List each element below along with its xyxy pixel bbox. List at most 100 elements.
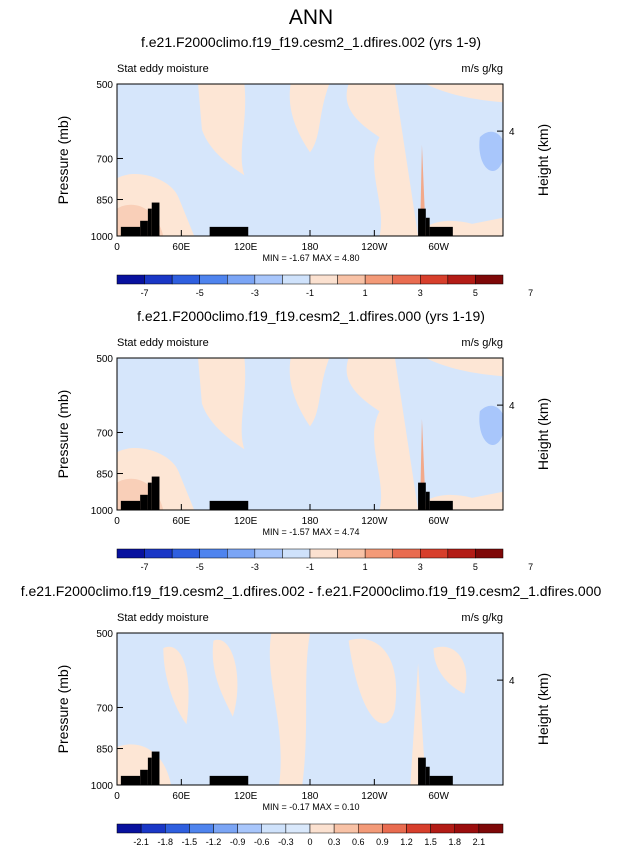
colorbar-label: -0.3 xyxy=(278,837,294,847)
colorbar-label: -0.9 xyxy=(230,837,246,847)
colorbar-label: -1.8 xyxy=(157,837,173,847)
colorbar-swatch xyxy=(199,274,228,285)
colorbar-swatch xyxy=(309,274,338,285)
colorbar-label: 5 xyxy=(473,562,478,572)
x-tick-label: 60W xyxy=(428,242,449,253)
contour-positive-region xyxy=(433,646,467,694)
colorbar-label: 0.9 xyxy=(376,837,389,847)
y-right-axis-title: Height (km) xyxy=(535,398,551,470)
colorbar-label: 0.6 xyxy=(352,837,365,847)
topography-block xyxy=(425,766,430,785)
topography-block xyxy=(140,769,148,785)
colorbar-swatch xyxy=(358,823,383,834)
colorbar-label: 1.5 xyxy=(424,837,437,847)
colorbar-swatch xyxy=(475,274,504,285)
topography-block xyxy=(140,220,148,236)
colorbar-label: 1.2 xyxy=(400,837,413,847)
y-tick-label: 500 xyxy=(96,354,113,365)
panel-title: f.e21.F2000climo.f19_f19.cesm2_1.dfires.… xyxy=(21,583,602,599)
y-right-tick-label: 4 xyxy=(509,676,515,687)
contour-positive-region xyxy=(348,638,397,724)
colorbar-label: -3 xyxy=(251,562,259,572)
contour-positive-region xyxy=(425,358,503,377)
panel-right-label: m/s g/kg xyxy=(461,612,503,624)
topography-block xyxy=(147,208,152,236)
topography-block xyxy=(429,226,453,236)
y-tick-label: 1000 xyxy=(91,232,114,243)
colorbar-swatch xyxy=(165,823,190,834)
y-tick-label: 850 xyxy=(96,470,113,481)
y-tick-label: 700 xyxy=(96,154,113,165)
colorbar-swatch xyxy=(382,823,407,834)
x-tick-label: 60E xyxy=(172,242,190,253)
y-axis-title: Pressure (mb) xyxy=(55,116,71,205)
topography-block xyxy=(429,775,453,785)
colorbar-swatch xyxy=(392,274,421,285)
panel-title: f.e21.F2000climo.f19_f19.cesm2_1.dfires.… xyxy=(141,34,481,50)
colorbar-swatch xyxy=(144,274,173,285)
x-tick-label: 60E xyxy=(172,791,190,802)
topography-block xyxy=(151,476,160,510)
contour-positive-region xyxy=(289,84,330,153)
x-tick-label: 120E xyxy=(234,516,258,527)
contour-positive-region xyxy=(198,358,246,450)
topography-block xyxy=(429,500,453,510)
colorbar-swatch xyxy=(364,548,393,559)
colorbar-label: -5 xyxy=(196,288,204,298)
chart-panel-3: f.e21.F2000climo.f19_f19.cesm2_1.dfires.… xyxy=(21,583,602,847)
stats-label: MIN = -1.67 MAX = 4.80 xyxy=(262,253,359,263)
colorbar-swatch xyxy=(189,823,214,834)
colorbar-label: 5 xyxy=(473,288,478,298)
colorbar-swatch xyxy=(237,823,262,834)
x-tick-label: 0 xyxy=(114,791,120,802)
colorbar-swatch xyxy=(140,823,166,834)
stats-label: MIN = -1.57 MAX = 4.74 xyxy=(262,527,359,537)
y-tick-label: 1000 xyxy=(91,506,114,517)
colorbar-label: -3 xyxy=(251,288,259,298)
x-tick-label: 0 xyxy=(114,242,120,253)
topography-block xyxy=(151,202,160,236)
y-tick-label: 500 xyxy=(96,629,113,640)
colorbar-label: -0.6 xyxy=(254,837,270,847)
colorbar-swatch xyxy=(309,548,338,559)
colorbar-swatch xyxy=(116,548,145,559)
colorbar-label: 3 xyxy=(418,288,423,298)
x-tick-label: 120E xyxy=(234,242,258,253)
colorbar-label: 3 xyxy=(418,562,423,572)
panel-left-label: Stat eddy moisture xyxy=(117,337,209,349)
colorbar-swatch xyxy=(213,823,238,834)
y-tick-label: 700 xyxy=(96,428,113,439)
contour-positive-region xyxy=(289,358,330,427)
topography-block xyxy=(425,217,430,236)
topography-block xyxy=(418,208,426,236)
topography-block xyxy=(140,494,148,510)
topography-block xyxy=(147,482,152,510)
y-right-axis-title: Height (km) xyxy=(535,673,551,745)
colorbar-swatch xyxy=(309,823,335,834)
colorbar-swatch xyxy=(282,548,311,559)
y-right-tick-label: 4 xyxy=(509,127,515,138)
colorbar-swatch xyxy=(447,548,476,559)
y-right-tick-label: 4 xyxy=(509,401,515,412)
colorbar-swatch xyxy=(144,548,173,559)
colorbar-swatch xyxy=(199,548,228,559)
colorbar-swatch xyxy=(392,548,421,559)
topography-block xyxy=(209,500,249,510)
topography-block xyxy=(120,775,141,785)
contour-positive-region xyxy=(346,84,419,236)
panel-right-label: m/s g/kg xyxy=(461,337,503,349)
y-tick-label: 850 xyxy=(96,745,113,756)
colorbar-label: -5 xyxy=(196,562,204,572)
x-tick-label: 120W xyxy=(361,242,388,253)
colorbar-swatch xyxy=(227,548,256,559)
x-tick-label: 180 xyxy=(302,242,319,253)
topography-block xyxy=(418,757,426,785)
topography-block xyxy=(418,482,426,510)
colorbar-label: 2.1 xyxy=(473,837,486,847)
y-tick-label: 500 xyxy=(96,80,113,91)
colorbar-swatch xyxy=(454,823,480,834)
colorbar-swatch xyxy=(254,548,283,559)
colorbar-label: 1.8 xyxy=(448,837,461,847)
panels-group: f.e21.F2000climo.f19_f19.cesm2_1.dfires.… xyxy=(21,34,602,847)
